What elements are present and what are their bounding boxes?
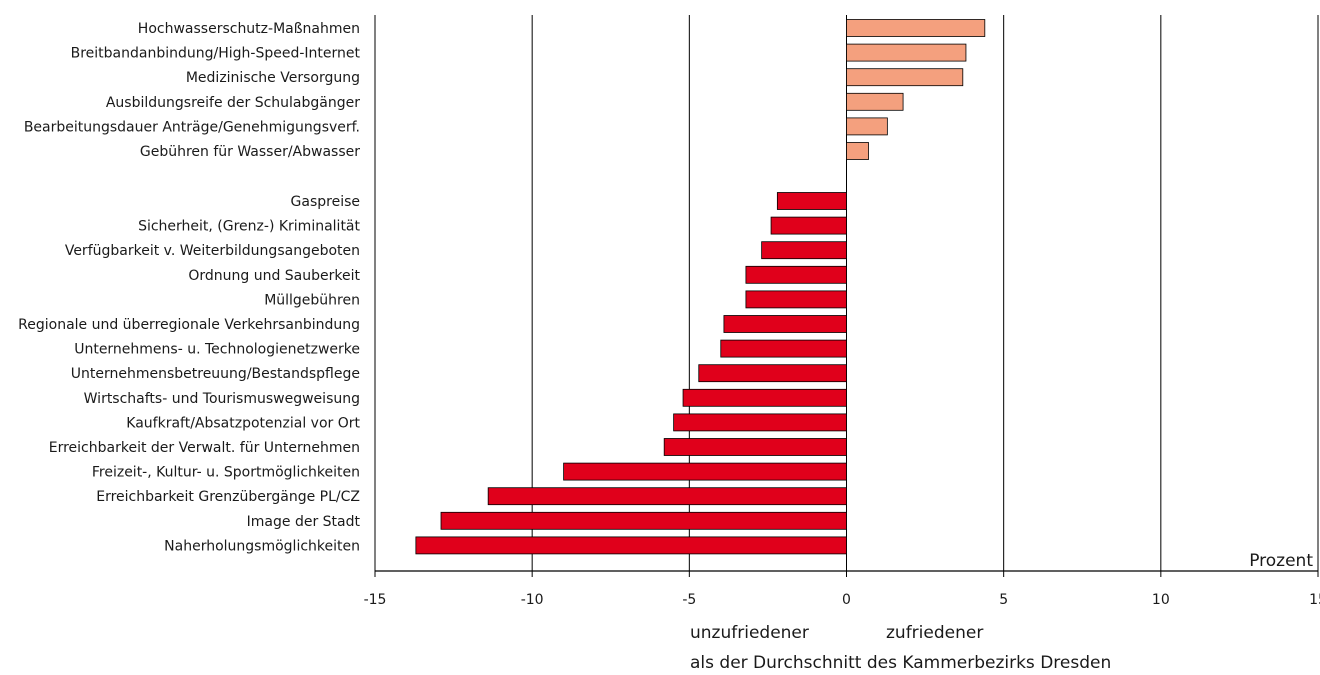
bar xyxy=(846,19,986,37)
category-label: Unternehmensbetreuung/Bestandspflege xyxy=(71,366,360,382)
category-label: Gaspreise xyxy=(291,194,360,210)
bar xyxy=(761,241,847,260)
category-labels: Hochwasserschutz-Maßnahmen Breitbandanbin… xyxy=(18,21,360,554)
right-note: zufriedener xyxy=(886,623,984,643)
bar xyxy=(846,68,964,87)
category-label: Unternehmens- u. Technologienetzwerke xyxy=(74,342,360,358)
bar xyxy=(846,92,904,111)
category-label: Erreichbarkeit Grenzübergänge PL/CZ xyxy=(96,489,360,505)
bar xyxy=(723,315,847,333)
x-tick-label: -15 xyxy=(364,592,387,608)
category-label: Regionale und überregionale Verkehrsanbi… xyxy=(18,317,360,333)
bar xyxy=(698,364,847,383)
category-label: Wirtschafts- und Tourismuswegweisung xyxy=(84,391,360,407)
category-label: Breitbandanbindung/High-Speed-Internet xyxy=(71,46,361,62)
bar xyxy=(663,438,847,456)
bar xyxy=(770,216,847,235)
bar xyxy=(846,142,869,160)
bar xyxy=(440,511,847,530)
category-label: Freizeit-, Kultur- u. Sportmöglichkeiten xyxy=(92,465,360,481)
x-tick-label: 5 xyxy=(999,592,1008,608)
x-tick-label: 15 xyxy=(1309,592,1320,608)
category-label: Ausbildungsreife der Schulabgänger xyxy=(106,95,360,111)
x-axis-unit-label: Prozent xyxy=(1249,551,1313,571)
bar xyxy=(745,290,847,309)
category-label: Hochwasserschutz-Maßnahmen xyxy=(138,21,360,37)
caption: als der Durchschnitt des Kammerbezirks D… xyxy=(690,653,1112,673)
left-note: unzufriedener xyxy=(690,623,809,643)
category-label: Erreichbarkeit der Verwalt. für Unterneh… xyxy=(49,440,360,456)
bar xyxy=(776,192,847,210)
bar xyxy=(563,462,847,481)
bars xyxy=(415,19,986,555)
category-label: Bearbeitungsdauer Anträge/Genehmigungsve… xyxy=(24,119,360,135)
category-label: Gebühren für Wasser/Abwasser xyxy=(140,144,360,160)
category-label: Kaufkraft/Absatzpotenzial vor Ort xyxy=(126,415,360,431)
x-tick-label: -5 xyxy=(682,592,696,608)
category-label: Image der Stadt xyxy=(247,514,361,530)
x-tick-label: -10 xyxy=(521,592,544,608)
bar xyxy=(745,265,847,284)
category-label: Medizinische Versorgung xyxy=(186,70,360,86)
bar xyxy=(673,413,847,432)
x-tick-label: 0 xyxy=(842,592,851,608)
category-label: Sicherheit, (Grenz-) Kriminalität xyxy=(138,219,360,235)
bar xyxy=(487,487,847,506)
x-axis: -15 -10 -5 0 5 10 15 xyxy=(364,570,1320,608)
category-label: Ordnung und Sauberkeit xyxy=(188,268,360,284)
category-label: Verfügbarkeit v. Weiterbildungsangeboten xyxy=(65,243,360,259)
category-label: Naherholungsmöglichkeiten xyxy=(164,538,360,554)
bar xyxy=(846,117,888,136)
bar xyxy=(846,43,967,62)
bar xyxy=(415,536,847,555)
bar xyxy=(720,339,847,358)
x-tick-label: 10 xyxy=(1152,592,1170,608)
bar xyxy=(682,388,847,407)
category-label: Müllgebühren xyxy=(264,292,360,308)
